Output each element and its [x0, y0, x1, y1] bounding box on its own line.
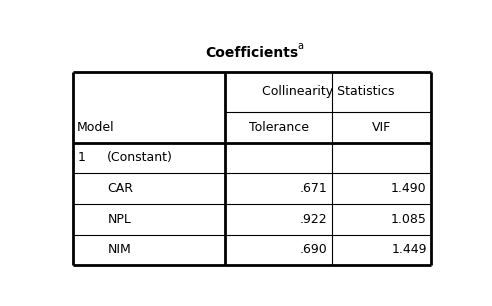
Text: NPL: NPL: [107, 213, 131, 226]
Text: 1.449: 1.449: [391, 244, 427, 256]
Text: 1.490: 1.490: [391, 182, 427, 195]
Text: Model: Model: [77, 121, 114, 134]
Text: Coefficients: Coefficients: [206, 46, 299, 60]
Text: .671: .671: [300, 182, 328, 195]
Text: a: a: [297, 41, 303, 51]
Text: Tolerance: Tolerance: [249, 121, 309, 134]
Text: 1.085: 1.085: [391, 213, 427, 226]
Text: VIF: VIF: [372, 121, 392, 134]
Text: (Constant): (Constant): [107, 151, 173, 164]
Text: 1: 1: [78, 151, 86, 164]
Text: CAR: CAR: [107, 182, 133, 195]
Text: NIM: NIM: [107, 244, 131, 256]
Text: Collinearity Statistics: Collinearity Statistics: [262, 85, 395, 99]
Text: .922: .922: [300, 213, 328, 226]
Text: .690: .690: [300, 244, 328, 256]
